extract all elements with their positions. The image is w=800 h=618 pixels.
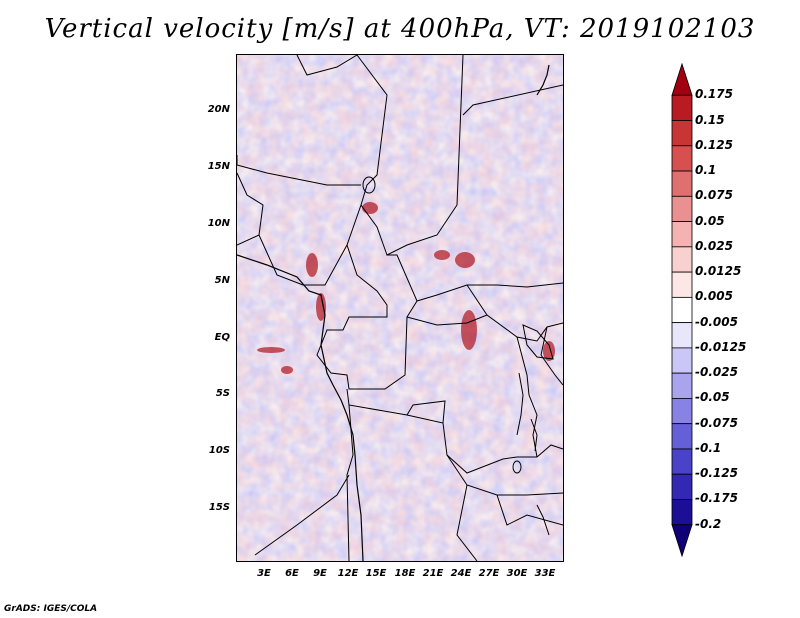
map-frame — [236, 54, 564, 562]
colorbar-swatch — [671, 473, 693, 500]
colorbar-tick-label: 0.0125 — [695, 264, 742, 279]
lat-label: 5S — [215, 388, 230, 399]
country-borders — [237, 55, 563, 561]
colorbar-tick-label: -0.2 — [695, 516, 722, 531]
colorbar-tick-label: 0.125 — [695, 137, 733, 152]
colorbar-tick-label: -0.075 — [695, 415, 738, 430]
colorbar-swatch — [671, 372, 693, 399]
colorbar-swatch — [671, 170, 693, 197]
colorbar-swatch — [671, 246, 693, 273]
lon-label: 3E — [257, 568, 271, 579]
chart-title: Vertical velocity [m/s] at 400hPa, VT: 2… — [44, 14, 756, 44]
colorbar-tick-label: -0.025 — [695, 365, 738, 380]
colorbar-swatch — [671, 271, 693, 298]
lakes — [362, 176, 554, 536]
lat-label: 15S — [208, 502, 230, 513]
velocity-field-map — [237, 55, 563, 561]
colorbar-tick-label: -0.1 — [695, 440, 722, 455]
lon-label: 18E — [394, 568, 416, 579]
colorbar-tick-label: 0.075 — [695, 188, 733, 203]
colorbar-tick-label: -0.125 — [695, 466, 738, 481]
lon-label: 27E — [478, 568, 500, 579]
lat-label: 10N — [207, 218, 230, 229]
lon-label: 30E — [506, 568, 528, 579]
lon-label: 33E — [534, 568, 556, 579]
lon-label: 9E — [313, 568, 327, 579]
lat-label: 15N — [207, 161, 230, 172]
colorbar-swatch — [671, 62, 693, 96]
colorbar-swatch — [671, 145, 693, 172]
lon-label: 21E — [422, 568, 444, 579]
colorbar-tick-label: -0.05 — [695, 390, 730, 405]
lat-label: 5N — [214, 275, 230, 286]
colorbar-tick-label: -0.0125 — [695, 339, 747, 354]
colorbar-tick-label: 0.175 — [695, 87, 733, 102]
lon-label: 12E — [337, 568, 359, 579]
colorbar-swatch — [671, 94, 693, 121]
colorbar-swatch — [671, 524, 693, 558]
lat-label: EQ — [214, 332, 230, 343]
colorbar-swatch — [671, 195, 693, 222]
colorbar-tick-label: -0.175 — [695, 491, 738, 506]
colorbar-swatch — [671, 423, 693, 450]
colorbar-swatch — [671, 221, 693, 248]
colorbar-tick-label: 0.05 — [695, 213, 725, 228]
colorbar-swatch — [671, 499, 693, 526]
upward-motion-texture — [237, 55, 563, 561]
lon-label: 15E — [365, 568, 387, 579]
strong-updraft-patches — [257, 202, 555, 374]
colorbar-tick-label: 0.15 — [695, 112, 725, 127]
colorbar-tick-label: 0.1 — [695, 163, 717, 178]
colorbar-tick-label: 0.025 — [695, 238, 733, 253]
colorbar-swatch — [671, 398, 693, 425]
colorbar-swatch — [671, 347, 693, 374]
coastline — [237, 64, 550, 561]
colorbar-swatch — [671, 448, 693, 475]
colorbar-tick-label: 0.005 — [695, 289, 733, 304]
colorbar-swatch — [671, 296, 693, 324]
lon-label: 24E — [450, 568, 472, 579]
grads-credit: GrADS: IGES/COLA — [4, 604, 98, 614]
lat-label: 20N — [207, 104, 230, 115]
colorbar — [671, 62, 693, 558]
lon-label: 6E — [285, 568, 299, 579]
colorbar-swatch — [671, 120, 693, 147]
colorbar-tick-label: -0.005 — [695, 314, 738, 329]
colorbar-swatch — [671, 322, 693, 349]
lat-label: 10S — [208, 445, 230, 456]
